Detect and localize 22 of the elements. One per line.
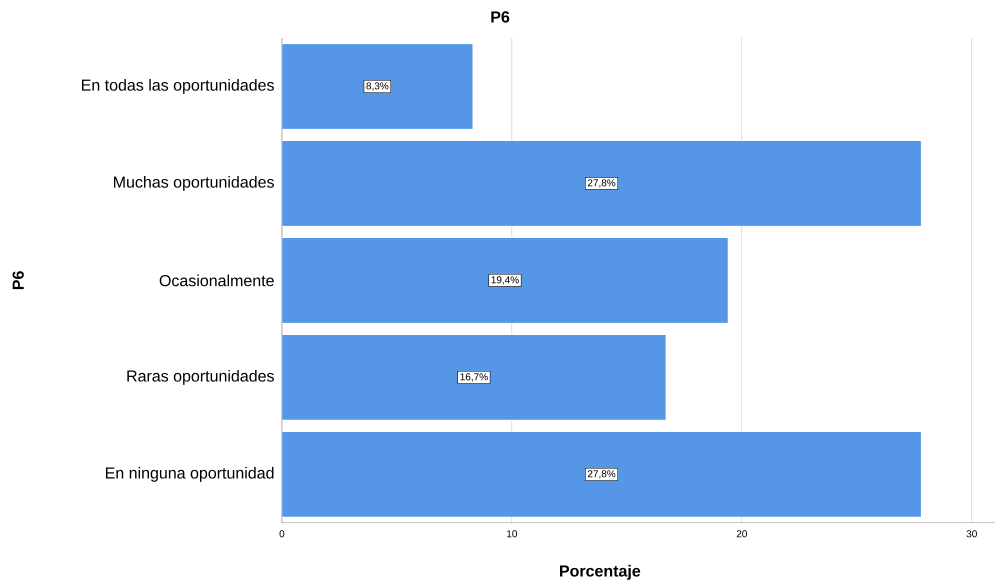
y-tick-label: Raras oportunidades	[127, 370, 274, 385]
x-tick-label: 30	[966, 530, 977, 538]
y-tick-label: En todas las oportunidades	[82, 78, 274, 94]
y-tick-label: Muchas oportunidades	[114, 176, 274, 191]
x-tick-label: 10	[507, 530, 518, 538]
bar	[282, 431, 922, 518]
data-label: 19,4%	[492, 276, 519, 284]
bar	[282, 334, 666, 420]
y-tick-label: Ocasionalmente	[160, 274, 274, 286]
bar	[282, 140, 922, 226]
bar	[282, 237, 728, 324]
data-label: 27,8%	[588, 179, 616, 188]
data-label: 27,8%	[588, 470, 616, 478]
x-tick-label: 20	[736, 530, 747, 538]
data-label: 8,3%	[366, 82, 388, 90]
y-tick-label: En ninguna oportunidad	[106, 466, 274, 482]
x-tick-label: 0	[280, 530, 284, 538]
chart-title: P6	[491, 11, 510, 22]
x-axis-title: Porcentaje	[560, 564, 640, 580]
data-label: 16,7%	[460, 373, 488, 382]
bar	[282, 43, 474, 130]
y-axis-title: P6	[12, 271, 24, 290]
